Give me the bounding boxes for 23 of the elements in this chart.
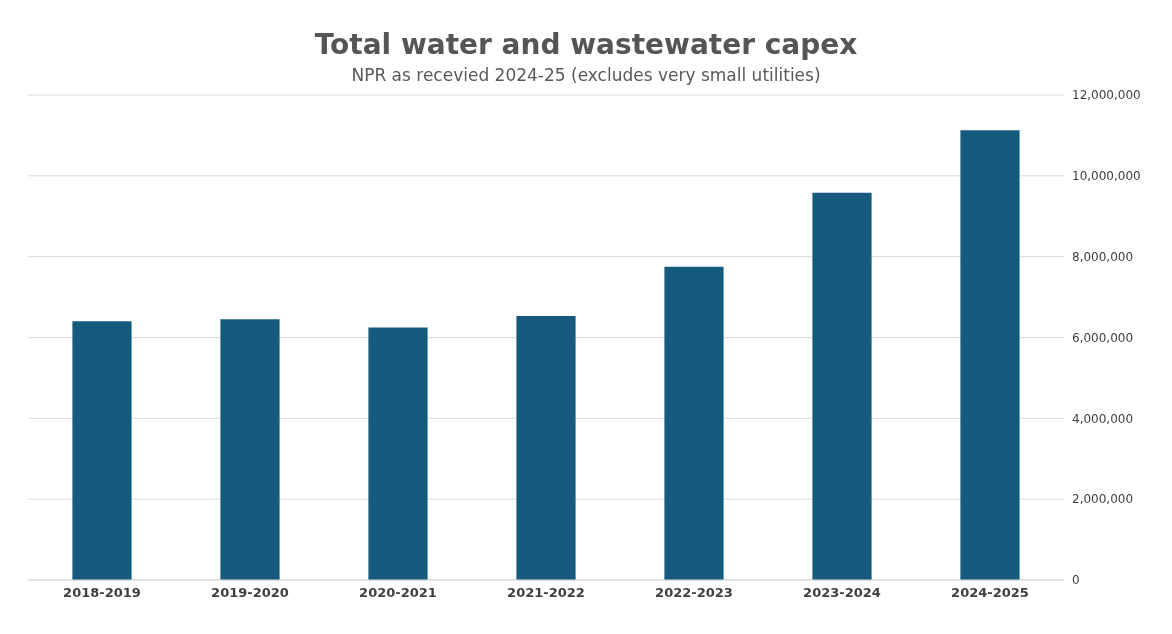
y-tick-label: 2,000,000 [1072,492,1134,507]
y-tick-label: 0 [1072,573,1080,588]
x-tick-label: 2019-2020 [211,585,289,601]
x-tick-label: 2020-2021 [359,585,437,601]
chart-subtitle: NPR as recevied 2024-25 (excludes very small utilities) [350,65,822,85]
x-tick-label: 2023-2024 [803,585,881,601]
x-tick-label: 2021-2022 [507,585,585,601]
y-tick-label: 4,000,000 [1072,411,1134,426]
bar [220,319,280,580]
x-tick-label: 2018-2019 [63,585,141,601]
y-tick-label: 12,000,000 [1072,88,1141,103]
bar [960,130,1020,580]
y-tick-label: 10,000,000 [1072,169,1141,184]
bar [368,327,428,580]
y-tick-label: 6,000,000 [1072,330,1134,345]
bar [812,192,872,580]
x-tick-label: 2022-2023 [655,585,733,601]
y-tick-label: 8,000,000 [1072,249,1134,264]
bar [664,266,724,580]
x-tick-label: 2024-2025 [951,585,1029,601]
bar [72,321,132,580]
chart-title: Total water and wastewater capex [313,27,859,61]
bar [516,316,576,580]
